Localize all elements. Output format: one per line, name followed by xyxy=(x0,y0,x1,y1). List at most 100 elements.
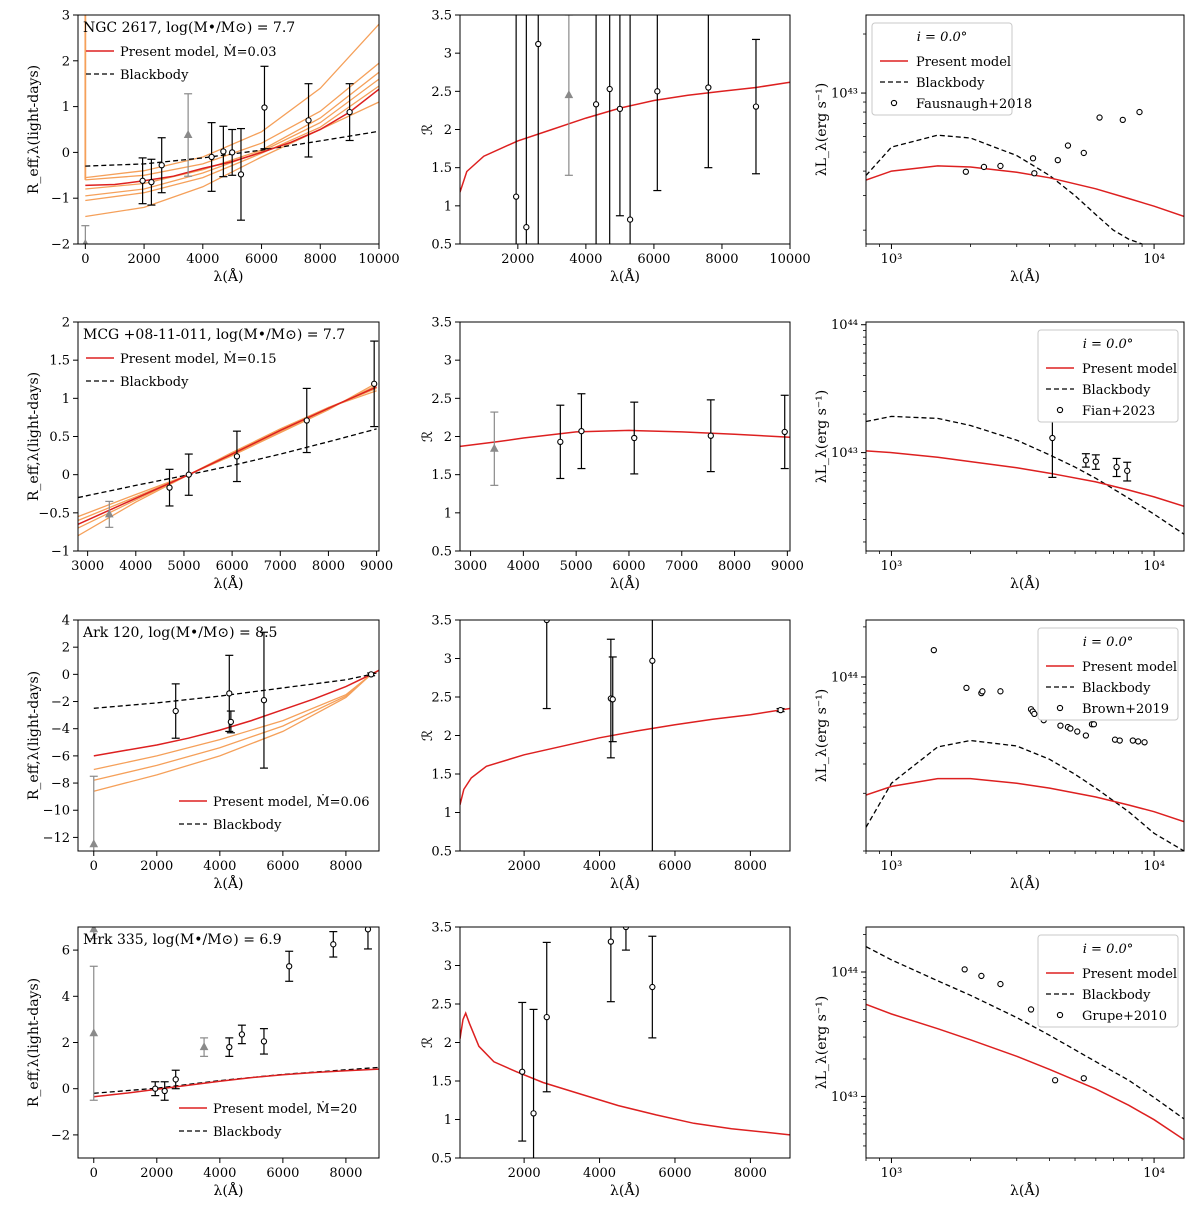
x-axis-label: λ(Å) xyxy=(1010,574,1040,592)
panel-sed-1: 10³ 10⁴ 10⁴³ 10⁴⁴ λ(Å) λL_λ(erg s⁻¹) i = 0.0° P… xyxy=(814,318,1185,592)
data-point xyxy=(997,162,1004,170)
y-tick-label: 2 xyxy=(62,316,70,331)
y-tick-label: 10⁴³ xyxy=(831,446,858,461)
data-point xyxy=(303,417,310,424)
data-point xyxy=(229,149,236,156)
legend-data-marker xyxy=(890,99,898,107)
blackbody-curve xyxy=(78,428,377,499)
x-tick-label: 10000 xyxy=(769,252,810,267)
data-point xyxy=(1031,710,1038,718)
legend-data-label: Brown+2019 xyxy=(1082,702,1169,717)
x-tick-label: 7000 xyxy=(264,559,297,574)
legend-model-label: Present model, Ṁ=0.15 xyxy=(120,350,277,367)
data-point xyxy=(172,1076,179,1083)
data-point xyxy=(1064,142,1072,149)
y-tick-label: 2.5 xyxy=(431,85,452,100)
x-tick-label: 4000 xyxy=(119,559,152,574)
data-point xyxy=(609,696,616,703)
legend-model-label: Present model xyxy=(1082,967,1177,982)
y-tick-label: 10⁴⁴ xyxy=(831,670,858,685)
legend-model-label: Present model xyxy=(1082,362,1177,377)
x-tick-label: 10⁴ xyxy=(1143,559,1165,574)
legend-blackbody-label: Blackbody xyxy=(1082,988,1151,1003)
legend-blackbody-label: Blackbody xyxy=(916,76,985,91)
y-tick-label: 1.5 xyxy=(49,354,70,369)
x-tick-label: 8000 xyxy=(734,859,767,874)
x-tick-label: 10⁴ xyxy=(1143,252,1165,267)
data-point xyxy=(226,1043,233,1051)
x-axis-label: λ(Å) xyxy=(610,267,640,285)
x-tick-label: 6000 xyxy=(658,1166,691,1181)
data-point xyxy=(1082,457,1090,464)
axes-frame xyxy=(865,321,1185,552)
model-curve xyxy=(866,1003,1184,1141)
axes-frame xyxy=(865,619,1185,852)
data-point xyxy=(616,105,624,113)
y-tick-label: −10 xyxy=(43,804,70,819)
y-axis-label: λL_λ(erg s⁻¹) xyxy=(814,83,830,177)
data-point xyxy=(261,104,268,111)
data-point xyxy=(346,108,353,116)
legend-data-label: Fausnaugh+2018 xyxy=(916,97,1032,112)
x-tick-label: 3000 xyxy=(454,559,487,574)
x-tick-label: 3000 xyxy=(71,559,104,574)
y-tick-label: 2 xyxy=(62,641,70,656)
axes-frame xyxy=(459,619,791,852)
x-tick-label: 8000 xyxy=(304,252,337,267)
data-point xyxy=(1090,721,1098,728)
y-tick-label: 1.5 xyxy=(431,161,452,176)
x-tick-label: 6000 xyxy=(658,859,691,874)
blackbody-curve xyxy=(93,1066,379,1094)
data-point xyxy=(557,438,564,445)
legend-inclination: i = 0.0° xyxy=(917,30,968,45)
grey-data-point xyxy=(564,90,574,99)
x-tick-label: 4000 xyxy=(507,559,540,574)
y-tick-label: 0 xyxy=(62,1082,70,1097)
y-axis-label: ℛ xyxy=(420,431,436,442)
y-tick-label: 3 xyxy=(444,959,452,974)
x-tick-label: 10³ xyxy=(881,859,903,874)
legend-inclination: i = 0.0° xyxy=(1083,635,1134,650)
data-point xyxy=(371,380,378,387)
data-point xyxy=(535,40,542,48)
y-tick-label: 1 xyxy=(444,506,452,521)
data-point xyxy=(1124,467,1131,474)
y-tick-label: −4 xyxy=(51,722,70,737)
model-curve xyxy=(93,669,379,757)
grey-data-point xyxy=(104,509,114,518)
x-tick-label: 2000 xyxy=(140,859,173,874)
data-point xyxy=(158,162,165,169)
y-tick-label: 3 xyxy=(444,652,452,667)
y-tick-label: 0.5 xyxy=(431,545,452,560)
y-tick-label: 0 xyxy=(62,146,70,161)
chart-title: MCG +08-11-011, log(M•/M⊙) = 7.7 xyxy=(83,327,345,343)
model-curve xyxy=(78,386,377,525)
data-point xyxy=(1135,738,1142,745)
x-tick-label: 2000 xyxy=(508,859,541,874)
panel-lag-3: 0 2000 4000 6000 8000 −2 0 2 4 6 λ(Å) R_eff,λ(light… xyxy=(26,926,380,1199)
y-tick-label: −2 xyxy=(51,1128,70,1143)
y-tick-label: 1.5 xyxy=(431,468,452,483)
data-point xyxy=(161,1087,168,1095)
data-point xyxy=(1051,1077,1059,1084)
data-point xyxy=(305,117,312,124)
model-curve xyxy=(460,1011,790,1136)
legend-data-marker xyxy=(1056,406,1064,414)
data-point xyxy=(607,938,615,945)
y-axis-label: ℛ xyxy=(420,730,436,741)
legend-box xyxy=(1037,329,1179,423)
data-point xyxy=(367,671,375,678)
data-point xyxy=(1049,434,1056,442)
grey-data-point xyxy=(183,129,193,138)
y-tick-label: −12 xyxy=(43,831,70,846)
x-axis-label: λ(Å) xyxy=(610,874,640,892)
legend-data-marker xyxy=(1056,704,1064,712)
data-point xyxy=(152,1085,159,1092)
data-point xyxy=(978,972,985,980)
x-tick-label: 8000 xyxy=(329,859,362,874)
data-point xyxy=(139,177,146,184)
y-tick-label: 3.5 xyxy=(431,921,452,936)
legend-data-label: Fian+2023 xyxy=(1082,404,1155,419)
data-point xyxy=(963,684,970,692)
data-point xyxy=(530,1110,537,1117)
